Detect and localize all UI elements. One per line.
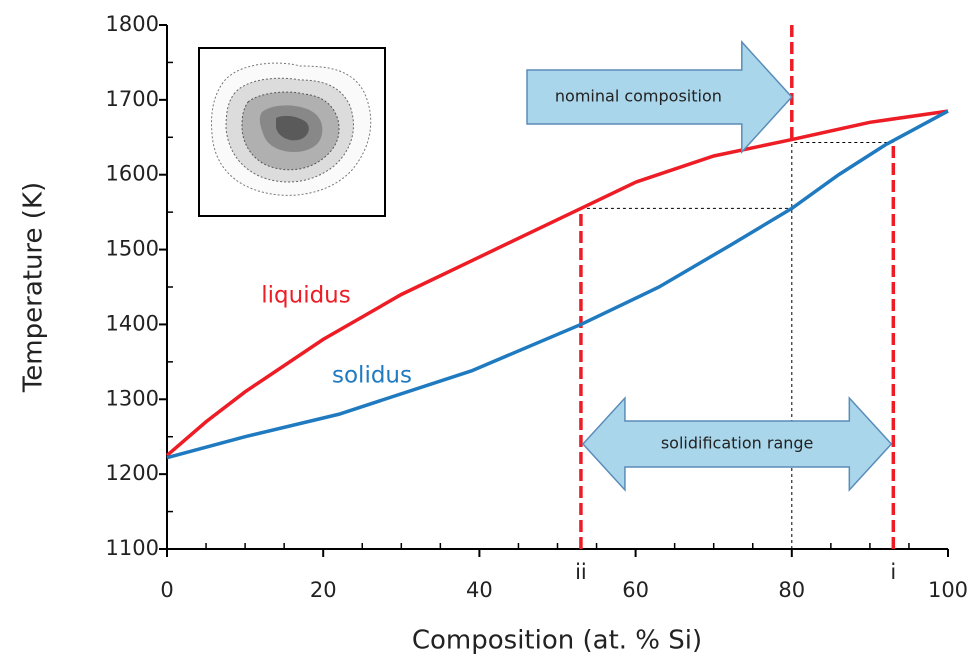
series-label: liquidus	[261, 283, 351, 309]
x-tick-label: 60	[622, 578, 649, 602]
y-tick-label: 1700	[106, 87, 159, 111]
y-tick-label: 1200	[106, 461, 159, 485]
marker-label: ii	[575, 560, 587, 584]
series-label: solidus	[332, 363, 412, 389]
y-tick-label: 1500	[106, 237, 159, 261]
x-tick-label: 40	[466, 578, 493, 602]
marker-label: i	[890, 560, 896, 584]
nominal-arrow	[526, 40, 793, 154]
y-tick-label: 1300	[106, 386, 159, 410]
y-tick-label: 1100	[106, 536, 159, 560]
x-tick-label: 0	[160, 578, 173, 602]
range-arrow	[581, 396, 893, 492]
x-tick-label: 80	[778, 578, 805, 602]
y-axis-title: Temperature (K)	[19, 182, 49, 393]
x-tick-label: 20	[310, 578, 337, 602]
nominal-label: nominal composition	[555, 87, 722, 106]
y-tick-label: 1400	[106, 311, 159, 335]
range-label: solidification range	[661, 434, 814, 453]
series-line	[166, 109, 949, 460]
x-axis-title: Composition (at. % Si)	[412, 626, 702, 656]
inset-image	[198, 47, 386, 217]
y-tick-label: 1600	[106, 162, 159, 186]
x-tick-label: 100	[928, 578, 968, 602]
series-line	[165, 109, 949, 457]
y-tick-label: 1800	[106, 12, 159, 36]
